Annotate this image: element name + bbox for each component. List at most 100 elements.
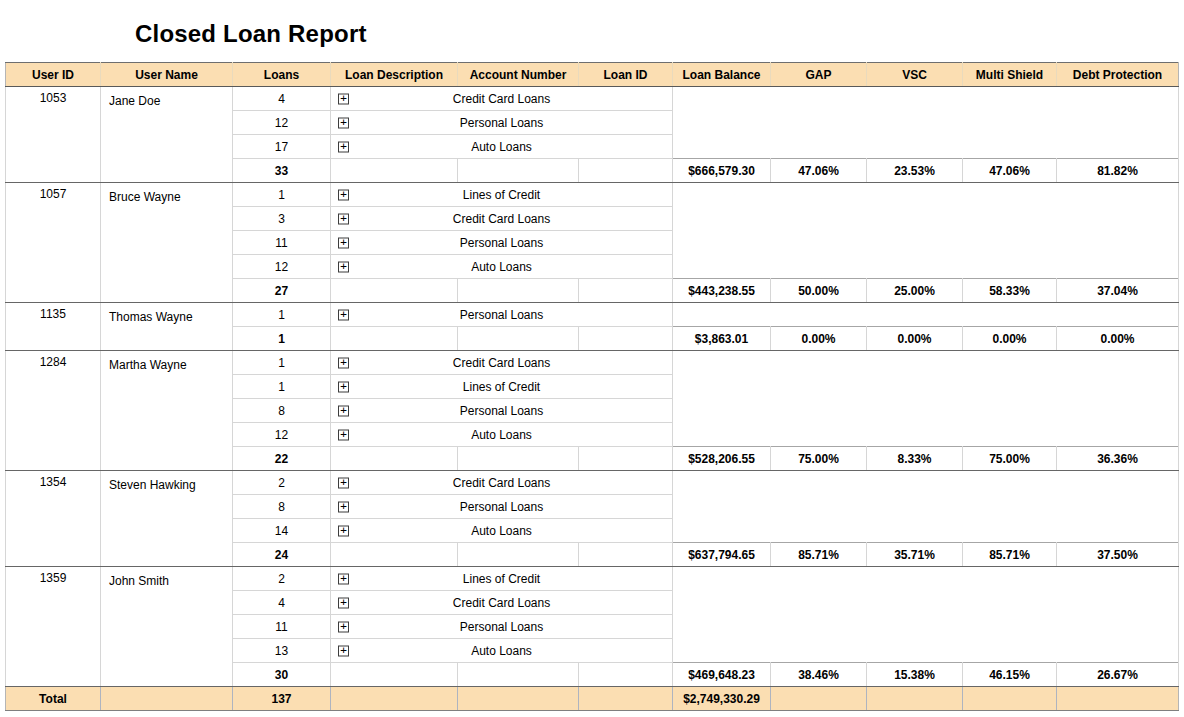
total-row: Total137$2,749,330.29 <box>6 687 1179 711</box>
loan-count-cell: 4 <box>233 87 331 111</box>
subtotal-loan-id-empty <box>579 663 673 687</box>
expand-icon[interactable]: + <box>338 621 349 632</box>
subtotal-loan-balance: $3,863.01 <box>673 327 771 351</box>
expand-icon[interactable]: + <box>338 477 349 488</box>
total-loan-desc-empty <box>331 687 458 711</box>
loan-count-cell: 17 <box>233 135 331 159</box>
subtotal-loan-balance: $637,794.65 <box>673 543 771 567</box>
subtotal-debt-protection: 36.36% <box>1057 447 1179 471</box>
subtotal-account-number-empty <box>458 663 579 687</box>
detail-row: 1359John Smith2+Lines of Credit <box>6 567 1179 591</box>
subtotal-multi-shield: 46.15% <box>963 663 1057 687</box>
loan-type-label: Lines of Credit <box>463 380 540 394</box>
loan-type-label: Auto Loans <box>471 644 532 658</box>
total-multi-shield-empty <box>963 687 1057 711</box>
subtotal-loan-count: 27 <box>233 279 331 303</box>
expand-icon[interactable]: + <box>338 117 349 128</box>
loan-type-label: Auto Loans <box>471 428 532 442</box>
subtotal-loan-count: 24 <box>233 543 331 567</box>
loan-type-cell: +Personal Loans <box>331 495 673 519</box>
subtotal-gap: 0.00% <box>771 327 867 351</box>
expand-icon[interactable]: + <box>338 141 349 152</box>
loan-type-label: Auto Loans <box>471 260 532 274</box>
loan-type-label: Personal Loans <box>460 404 543 418</box>
subtotal-multi-shield: 0.00% <box>963 327 1057 351</box>
subtotal-loan-id-empty <box>579 327 673 351</box>
subtotal-vsc: 23.53% <box>867 159 963 183</box>
detail-row: 1135Thomas Wayne1+Personal Loans <box>6 303 1179 327</box>
loan-type-label: Credit Card Loans <box>453 356 550 370</box>
expand-icon[interactable]: + <box>338 189 349 200</box>
loan-type-cell: +Credit Card Loans <box>331 87 673 111</box>
col-header-loan-id: Loan ID <box>579 63 673 87</box>
closed-loan-report-page: Closed Loan Report User IDUser NameLoans… <box>0 0 1184 717</box>
loan-type-cell: +Personal Loans <box>331 615 673 639</box>
loan-count-cell: 8 <box>233 495 331 519</box>
total-loan-id-empty <box>579 687 673 711</box>
subtotal-loan-id-empty <box>579 543 673 567</box>
report-title: Closed Loan Report <box>135 20 367 48</box>
loan-count-cell: 3 <box>233 207 331 231</box>
expand-icon[interactable]: + <box>338 357 349 368</box>
loan-type-label: Auto Loans <box>471 140 532 154</box>
subtotal-vsc: 15.38% <box>867 663 963 687</box>
subtotal-loan-desc-empty <box>331 327 458 351</box>
loan-type-label: Personal Loans <box>460 308 543 322</box>
loan-count-cell: 4 <box>233 591 331 615</box>
header-row: User IDUser NameLoansLoan DescriptionAcc… <box>6 63 1179 87</box>
subtotal-loan-count: 30 <box>233 663 331 687</box>
expand-icon[interactable]: + <box>338 213 349 224</box>
expand-icon[interactable]: + <box>338 645 349 656</box>
col-header-user-id: User ID <box>6 63 101 87</box>
subtotal-loan-balance: $666,579.30 <box>673 159 771 183</box>
subtotal-loan-id-empty <box>579 159 673 183</box>
subtotal-loan-desc-empty <box>331 279 458 303</box>
expand-icon[interactable]: + <box>338 525 349 536</box>
subtotal-loan-id-empty <box>579 279 673 303</box>
subtotal-loan-desc-empty <box>331 447 458 471</box>
subtotal-gap: 38.46% <box>771 663 867 687</box>
expand-icon[interactable]: + <box>338 309 349 320</box>
total-debt-protection-empty <box>1057 687 1179 711</box>
expand-icon[interactable]: + <box>338 237 349 248</box>
loan-type-cell: + Auto Loans <box>331 423 673 447</box>
expand-icon[interactable]: + <box>338 261 349 272</box>
balance-region-blank <box>673 567 1179 663</box>
subtotal-loan-balance: $469,648.23 <box>673 663 771 687</box>
subtotal-loan-balance: $528,206.55 <box>673 447 771 471</box>
subtotal-account-number-empty <box>458 447 579 471</box>
expand-icon[interactable]: + <box>338 573 349 584</box>
total-gap-empty <box>771 687 867 711</box>
total-vsc-empty <box>867 687 963 711</box>
col-header-vsc: VSC <box>867 63 963 87</box>
loan-type-cell: + Auto Loans <box>331 255 673 279</box>
col-header-gap: GAP <box>771 63 867 87</box>
subtotal-debt-protection: 0.00% <box>1057 327 1179 351</box>
subtotal-loan-desc-empty <box>331 159 458 183</box>
loan-count-cell: 2 <box>233 471 331 495</box>
expand-icon[interactable]: + <box>338 501 349 512</box>
user-id-cell: 1057 <box>6 183 101 303</box>
loan-type-cell: +Lines of Credit <box>331 183 673 207</box>
loan-type-cell: +Personal Loans <box>331 111 673 135</box>
subtotal-gap: 85.71% <box>771 543 867 567</box>
subtotal-debt-protection: 37.04% <box>1057 279 1179 303</box>
user-name-cell: John Smith <box>101 567 233 687</box>
expand-icon[interactable]: + <box>338 93 349 104</box>
loan-type-label: Personal Loans <box>460 236 543 250</box>
subtotal-debt-protection: 81.82% <box>1057 159 1179 183</box>
subtotal-loan-desc-empty <box>331 543 458 567</box>
col-header-multi-shield: Multi Shield <box>963 63 1057 87</box>
total-loan-count: 137 <box>233 687 331 711</box>
expand-icon[interactable]: + <box>338 405 349 416</box>
expand-icon[interactable]: + <box>338 381 349 392</box>
expand-icon[interactable]: + <box>338 429 349 440</box>
loan-count-cell: 2 <box>233 567 331 591</box>
loan-type-cell: + Personal Loans <box>331 303 673 327</box>
detail-row: 1354Steven Hawking2+Credit Card Loans <box>6 471 1179 495</box>
expand-icon[interactable]: + <box>338 597 349 608</box>
table-body: 1053Jane Doe4+Credit Card Loans12+Person… <box>6 87 1179 711</box>
subtotal-multi-shield: 85.71% <box>963 543 1057 567</box>
user-name-cell: Thomas Wayne <box>101 303 233 351</box>
subtotal-loan-count: 33 <box>233 159 331 183</box>
